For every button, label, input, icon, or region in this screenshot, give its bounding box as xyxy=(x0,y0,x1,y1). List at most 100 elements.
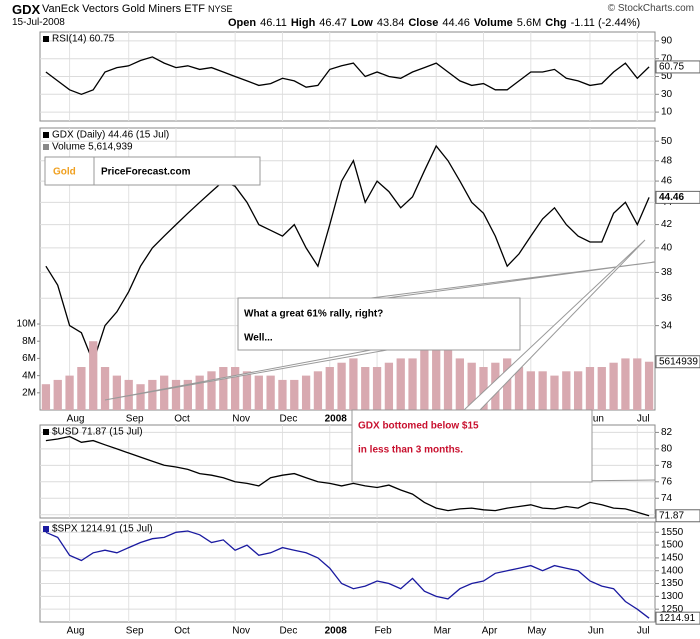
y-tick-label: 70 xyxy=(661,53,673,64)
y-tick-label: 10 xyxy=(661,107,673,118)
volume-bar xyxy=(254,375,263,410)
x-tick-label: Sep xyxy=(126,414,144,425)
last-value-label: 44.46 xyxy=(659,192,684,203)
y-tick-label: 1400 xyxy=(661,565,684,576)
volume-bar xyxy=(372,367,382,410)
callout-box xyxy=(351,409,593,483)
date: 15-Jul-2008 xyxy=(12,17,65,28)
volume-bar xyxy=(100,367,110,410)
quote-label: Low xyxy=(350,17,373,29)
volume-bar xyxy=(514,367,524,410)
volume-bar xyxy=(148,379,157,410)
series-line xyxy=(45,530,650,619)
volume-bar xyxy=(526,371,535,410)
y2-tick-label: 4M xyxy=(22,370,36,381)
legend-label: Volume 5,614,939 xyxy=(52,142,133,153)
volume-bar xyxy=(337,362,346,410)
legend-swatch xyxy=(43,36,49,42)
y-tick-label: 1550 xyxy=(661,527,684,538)
volume-bar xyxy=(609,362,618,410)
volume-bar xyxy=(479,367,488,410)
volume-bar xyxy=(77,367,86,410)
legend-label: $USD 71.87 (15 Jul) xyxy=(52,427,143,438)
x-tick-label: Nov xyxy=(232,414,250,425)
last-value-box xyxy=(655,611,700,625)
x-tick-label: Mar xyxy=(434,626,452,637)
callout-text: GDX bottomed below $15 xyxy=(358,421,479,432)
volume-bar xyxy=(538,371,547,410)
quote-value: -1.11 (-2.44%) xyxy=(570,17,641,29)
security-name: VanEck Vectors Gold Miners ETF xyxy=(42,3,206,15)
volume-bar xyxy=(65,375,74,410)
y-tick-label: 46 xyxy=(661,176,673,187)
y-tick-label: 80 xyxy=(661,444,673,455)
volume-bar xyxy=(408,358,417,410)
volume-bar xyxy=(396,358,405,410)
volume-bar xyxy=(585,367,595,410)
x-tick-label: Jun xyxy=(588,626,604,637)
volume-bar xyxy=(207,371,216,410)
x-tick-label: Jun xyxy=(588,414,604,425)
legend-swatch xyxy=(43,144,49,150)
legend-label: GDX (Daily) 44.46 (15 Jul) xyxy=(52,130,169,141)
volume-bar xyxy=(420,349,429,410)
last-value-label: 5614939 xyxy=(659,356,698,367)
y2-tick-label: 6M xyxy=(22,353,36,364)
y-tick-label: 1300 xyxy=(661,591,684,602)
x-tick-label: Feb xyxy=(374,626,392,637)
volume-bar xyxy=(633,358,642,410)
quote-label: Volume xyxy=(473,17,513,29)
x-tick-label: Apr xyxy=(482,626,498,637)
x-tick-label: Aug xyxy=(67,414,85,425)
quote-value: 46.47 xyxy=(319,17,347,29)
last-value-label: 71.87 xyxy=(659,510,684,521)
volume-bar xyxy=(219,367,228,410)
volume-bar xyxy=(325,367,334,410)
y-tick-label: 76 xyxy=(661,476,673,487)
last-value-label: 1214.91 xyxy=(659,613,696,624)
quote-value: 43.84 xyxy=(376,17,405,29)
quote-label: Close xyxy=(408,17,439,29)
y-tick-label: 1250 xyxy=(661,604,684,615)
y-tick-label: 50 xyxy=(661,136,673,147)
volume-bar xyxy=(290,379,299,410)
volume-bar xyxy=(313,371,323,410)
y-tick-label: 1500 xyxy=(661,540,684,551)
volume-bar xyxy=(136,384,145,410)
volume-bar xyxy=(455,358,464,410)
y-tick-label: 34 xyxy=(661,320,673,331)
logo-box xyxy=(44,156,261,186)
x-tick-label: 2008 xyxy=(325,626,348,637)
legend-swatch xyxy=(43,526,49,532)
y-tick-label: 78 xyxy=(661,460,673,471)
volume-bar xyxy=(432,345,441,410)
volume-bar xyxy=(503,358,512,410)
volume-bar xyxy=(443,349,453,410)
y-tick-label: 90 xyxy=(661,36,673,47)
x-tick-label: Dec xyxy=(280,626,298,637)
quote-label: Chg xyxy=(545,17,567,29)
exchange: NYSE xyxy=(208,4,233,14)
volume-bar xyxy=(160,375,169,410)
volume-bar xyxy=(644,361,654,410)
quote-value: 5.6M xyxy=(516,17,542,29)
y2-tick-label: 10M xyxy=(17,319,36,330)
y2-tick-label: 8M xyxy=(22,336,36,347)
last-value-box xyxy=(655,355,700,369)
last-value-label: 60.75 xyxy=(659,62,684,73)
y-tick-label: 48 xyxy=(661,155,673,166)
volume-bar xyxy=(301,375,311,410)
source: © StockCharts.com xyxy=(607,3,694,14)
volume-bar xyxy=(112,375,122,410)
quote-value: 44.46 xyxy=(442,17,470,29)
callout-text: Well... xyxy=(244,333,273,344)
y-tick-label: 42 xyxy=(661,219,673,230)
x-tick-label: 2008 xyxy=(325,414,348,425)
quote: Open 46.11 High 46.47 Low 43.84 Close 44.46 Volu… xyxy=(228,17,640,29)
volume-bar xyxy=(183,379,192,410)
x-tick-label: Dec xyxy=(280,414,298,425)
volume-bar xyxy=(467,362,476,410)
callout-text: What a great 61% rally, right? xyxy=(244,309,383,320)
series-line xyxy=(45,56,650,95)
legend-label: $SPX 1214.91 (15 Jul) xyxy=(52,524,153,535)
